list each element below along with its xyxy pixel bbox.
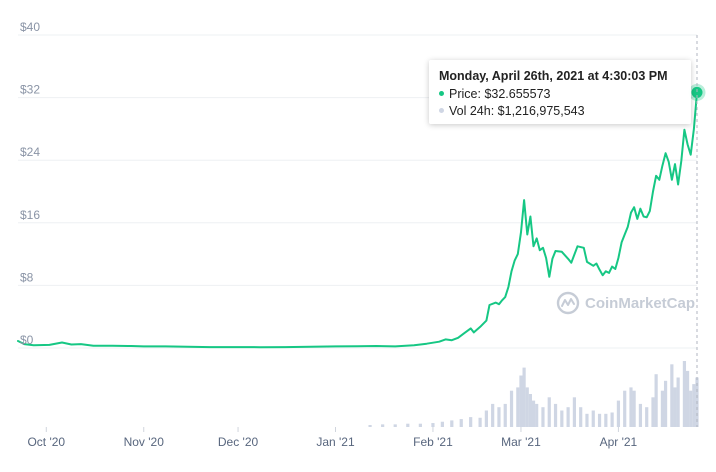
volume-bar xyxy=(616,400,621,427)
y-tick-label: $0 xyxy=(20,333,34,347)
price-line xyxy=(17,91,698,349)
y-tick-label: $16 xyxy=(20,208,40,222)
volume-bar xyxy=(516,387,520,427)
y-axis-ticks: $40 $32 $24 $16 $8 $0 xyxy=(20,20,40,347)
volume-bar xyxy=(393,424,397,427)
volume-bar xyxy=(406,423,410,427)
x-tick-label: Nov '20 xyxy=(124,435,165,449)
volume-bar xyxy=(528,394,532,427)
grid-lines xyxy=(18,34,697,349)
tooltip-volume-label: Vol 24h: xyxy=(449,104,495,118)
x-tick-label: Jan '21 xyxy=(316,435,355,449)
volume-bar xyxy=(632,390,636,427)
x-tick-label: Mar '21 xyxy=(501,435,541,449)
volume-bar xyxy=(673,387,677,427)
volume-bar xyxy=(629,387,633,427)
volume-bar xyxy=(566,407,570,427)
volume-bar xyxy=(459,419,463,427)
volume-bar xyxy=(491,403,495,427)
tooltip-price-label: Price: xyxy=(449,87,481,101)
volume-bars xyxy=(368,361,699,427)
volume-bar xyxy=(654,374,658,427)
tooltip-volume-row: Vol 24h: $1,216,975,543 xyxy=(439,104,585,118)
volume-bar xyxy=(597,413,602,427)
volume-bar xyxy=(660,390,665,427)
volume-bar xyxy=(692,384,696,427)
volume-bar xyxy=(450,420,454,427)
volume-bar xyxy=(503,403,507,427)
volume-bar xyxy=(676,377,680,427)
y-tick-label: $8 xyxy=(20,270,34,284)
volume-bar xyxy=(531,400,536,427)
volume-dot-icon xyxy=(439,108,444,114)
volume-bar xyxy=(610,412,614,427)
x-axis-ticks: Oct '20 Nov '20 Dec '20 Jan '21 Feb '21 Mar '… xyxy=(27,427,638,449)
volume-bar xyxy=(585,413,589,427)
volume-bar xyxy=(645,407,649,427)
volume-bar xyxy=(547,397,551,427)
y-tick-label: $24 xyxy=(20,145,40,159)
volume-bar xyxy=(522,367,526,427)
volume-bar xyxy=(431,423,435,427)
tooltip-title: Monday, April 26th, 2021 at 4:30:03 PM xyxy=(439,69,668,83)
y-tick-label: $32 xyxy=(20,83,40,97)
tooltip-price-value: $32.655573 xyxy=(484,87,551,101)
volume-bar xyxy=(519,375,523,427)
volume-bar xyxy=(670,364,674,427)
price-tooltip: Monday, April 26th, 2021 at 4:30:03 PM P… xyxy=(429,60,691,124)
volume-bar xyxy=(651,397,655,427)
volume-bar xyxy=(440,421,444,427)
volume-bar xyxy=(623,390,627,427)
tooltip-price-row: Price: $32.655573 xyxy=(439,87,550,101)
volume-bar xyxy=(368,425,372,427)
volume-bar xyxy=(535,403,539,427)
volume-bar xyxy=(579,407,583,427)
y-tick-label: $40 xyxy=(20,20,40,34)
x-tick-label: Dec '20 xyxy=(218,435,259,449)
volume-bar xyxy=(689,390,693,427)
volume-bar xyxy=(553,403,558,427)
volume-bar xyxy=(478,417,482,427)
watermark: CoinMarketCap xyxy=(556,291,695,315)
volume-bar xyxy=(638,403,643,427)
hover-point[interactable] xyxy=(691,86,703,98)
x-tick-label: Oct '20 xyxy=(27,435,65,449)
x-tick-label: Feb '21 xyxy=(413,435,453,449)
watermark-text: CoinMarketCap xyxy=(585,294,696,312)
volume-bar xyxy=(604,413,608,427)
volume-bar xyxy=(663,380,668,427)
volume-bar xyxy=(497,407,501,427)
volume-bar xyxy=(541,407,545,427)
tooltip-volume-value: $1,216,975,543 xyxy=(497,104,585,118)
volume-bar xyxy=(572,397,577,427)
volume-bar xyxy=(591,410,595,427)
volume-bar xyxy=(509,390,514,427)
volume-bar xyxy=(418,423,422,427)
price-dot-icon xyxy=(439,91,444,97)
price-series xyxy=(17,83,706,349)
x-tick-label: Apr '21 xyxy=(600,435,638,449)
volume-bar xyxy=(685,370,690,427)
volume-bar xyxy=(381,424,385,427)
coinmarketcap-logo-icon xyxy=(556,291,580,315)
volume-bar xyxy=(682,361,687,427)
volume-bar xyxy=(525,387,529,427)
volume-bar xyxy=(560,410,564,427)
volume-bar xyxy=(469,417,473,427)
volume-bar xyxy=(484,410,488,427)
